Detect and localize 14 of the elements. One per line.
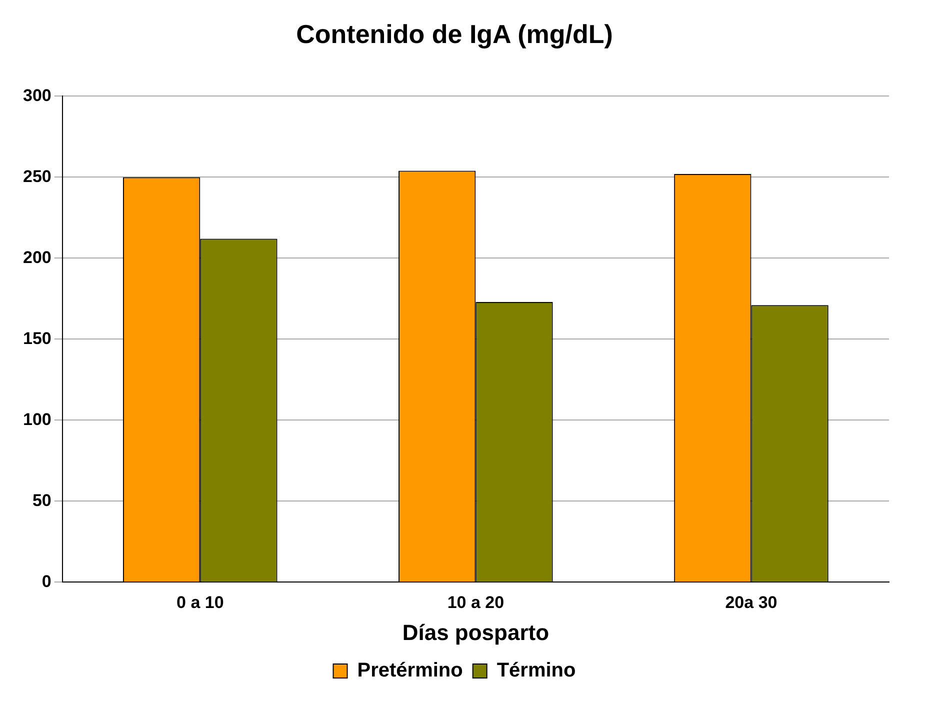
x-tick-label: 10 a 20 [447,593,504,612]
y-tick-label: 100 [22,410,52,429]
x-axis-title: Días posparto [402,620,550,645]
y-tick-label: 150 [22,328,52,348]
y-tick-label: 50 [32,490,52,510]
legend-label: Pretérmino [357,660,463,682]
y-tick-label: 0 [42,572,52,591]
legend-label: Término [496,660,576,682]
x-tick-label: 20a 30 [725,593,778,612]
x-tick-label: 0 a 10 [176,593,224,612]
y-tick-label: 200 [22,248,52,267]
chart-title: Contenido de IgA (mg/dL) [296,18,613,49]
y-tick-label: 300 [22,86,52,105]
y-tick-label: 250 [22,166,52,186]
